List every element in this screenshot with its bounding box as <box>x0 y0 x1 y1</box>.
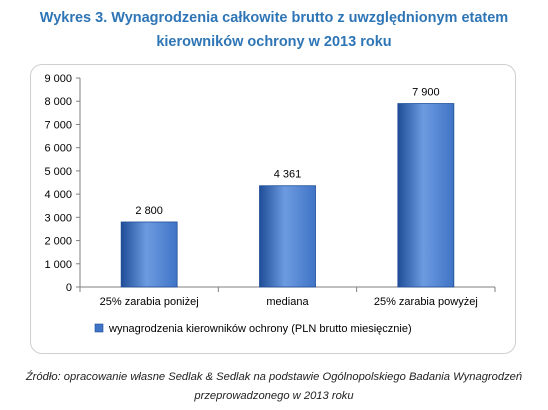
bar <box>397 103 455 288</box>
data-label: 4 361 <box>274 169 302 181</box>
y-tick-label: 9 000 <box>44 73 72 85</box>
legend-swatch <box>94 323 104 333</box>
y-tick-label: 8 000 <box>44 96 72 108</box>
y-tick-label: 7 000 <box>44 119 72 131</box>
y-tick-label: 2 000 <box>44 236 72 248</box>
y-tick-label: 1 000 <box>44 259 72 271</box>
data-label: 2 800 <box>135 205 163 217</box>
chart-title-line-2: kierowników ochrony w 2013 roku <box>156 34 392 50</box>
chart-title-line-1: Wykres 3. Wynagrodzenia całkowite brutto… <box>39 10 509 26</box>
x-tick-label: 25% zarabia powyżej <box>374 296 478 308</box>
y-tick-label: 6 000 <box>44 143 72 155</box>
bar <box>259 185 316 288</box>
bar <box>120 221 178 288</box>
chart-title: Wykres 3. Wynagrodzenia całkowite brutto… <box>0 6 548 54</box>
legend-label: wynagrodzenia kierowników ochrony (PLN b… <box>108 323 412 335</box>
data-label: 7 900 <box>412 87 440 99</box>
y-tick-label: 0 <box>66 282 72 294</box>
y-tick-label: 5 000 <box>44 166 72 178</box>
y-tick-label: 4 000 <box>44 189 72 201</box>
x-tick-label: mediana <box>266 296 309 308</box>
source-line-1: Źródło: opracowanie własne Sedlak & Sedl… <box>25 371 523 383</box>
source-line-2: przeprowadzonego w 2013 roku <box>194 390 354 402</box>
source-note: Źródło: opracowanie własne Sedlak & Sedl… <box>0 368 548 406</box>
y-tick-label: 3 000 <box>44 212 72 224</box>
x-tick-label: 25% zarabia poniżej <box>100 296 199 308</box>
